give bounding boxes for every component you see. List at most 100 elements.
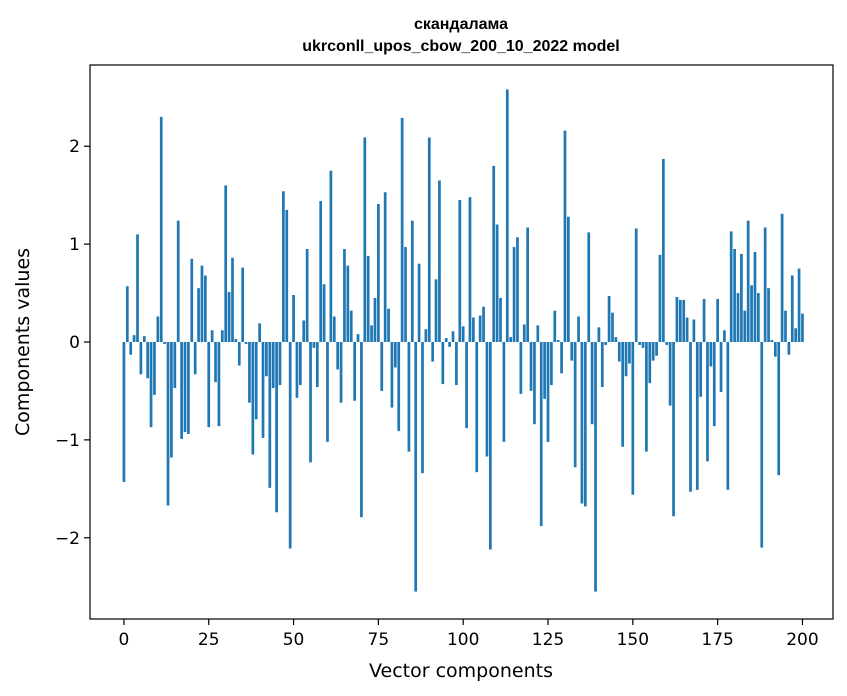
bar-component-118: [522, 324, 526, 342]
bar-component-85: [410, 220, 414, 342]
bar-component-8: [149, 342, 153, 428]
bar-component-48: [285, 209, 289, 342]
bar-component-129: [560, 342, 563, 374]
bar-component-42: [265, 342, 268, 377]
bar-component-53: [302, 320, 306, 342]
y-axis-ticks: −2 −1 0 1 2: [55, 137, 90, 549]
y-tick-label: 1: [69, 235, 80, 255]
bar-component-176: [719, 342, 723, 392]
bar-component-76: [380, 342, 384, 391]
bar-component-75: [377, 203, 380, 342]
x-tick-label: 125: [532, 630, 564, 650]
bar-component-55: [309, 342, 312, 463]
bar-component-61: [329, 170, 333, 342]
bar-component-69: [356, 334, 360, 342]
bar-component-29: [220, 330, 224, 342]
bar-component-95: [444, 338, 448, 342]
bar-component-4: [136, 234, 139, 342]
bar-component-80: [393, 342, 397, 368]
bar-component-122: [536, 325, 540, 342]
bar-component-147: [621, 342, 625, 447]
bar-component-30: [224, 185, 228, 342]
y-tick-label: 0: [69, 333, 80, 353]
bar-component-12: [163, 342, 166, 344]
bar-component-44: [271, 342, 275, 388]
bar-component-102: [468, 197, 472, 342]
bar-component-91: [431, 342, 435, 362]
bar-component-125: [546, 342, 550, 442]
bar-component-182: [740, 253, 743, 342]
bar-component-106: [482, 306, 485, 342]
bar-component-134: [577, 316, 580, 342]
bar-component-183: [743, 310, 747, 342]
bar-component-62: [332, 316, 336, 342]
bar-component-119: [526, 227, 530, 342]
bar-component-141: [600, 342, 604, 388]
y-tick-label: −1: [55, 431, 80, 451]
x-axis-ticks: 0 25 50 75 100 125 150 175 200: [119, 619, 819, 650]
bar-component-27: [214, 342, 217, 383]
bar-component-184: [746, 220, 750, 342]
bar-component-63: [336, 342, 340, 370]
bar-component-19: [187, 342, 190, 435]
bar-component-3: [132, 335, 136, 342]
bar-component-154: [645, 342, 648, 452]
chart-subtitle: ukrconll_upos_cbow_200_10_2022 model: [302, 38, 619, 55]
bar-component-155: [648, 342, 652, 384]
bar-component-149: [628, 342, 631, 364]
chart-title: скандалама: [414, 16, 508, 33]
bar-component-65: [343, 249, 346, 342]
x-tick-label: 175: [701, 630, 733, 650]
bar-component-192: [773, 342, 777, 357]
bar-component-22: [197, 288, 200, 342]
bar-component-124: [543, 342, 546, 399]
bar-component-152: [638, 342, 641, 345]
bar-component-14: [170, 342, 173, 458]
bar-component-96: [448, 342, 451, 347]
bar-component-38: [251, 342, 255, 455]
bar-component-6: [142, 336, 146, 342]
x-tick-label: 50: [283, 630, 305, 650]
bar-component-172: [706, 342, 709, 462]
bar-component-117: [519, 342, 523, 394]
bar-component-185: [750, 285, 753, 342]
bar-component-24: [203, 275, 207, 342]
bar-component-199: [797, 268, 801, 342]
bar-component-120: [529, 342, 533, 391]
bar-component-34: [237, 342, 241, 366]
bar-component-54: [305, 249, 309, 342]
bar-component-164: [678, 299, 682, 342]
bar-component-161: [668, 342, 672, 406]
bar-component-26: [210, 330, 214, 342]
bar-component-35: [241, 267, 245, 342]
bar-component-144: [611, 312, 614, 342]
bar-component-68: [353, 342, 356, 401]
bar-component-11: [159, 116, 163, 342]
bar-component-174: [712, 342, 716, 427]
bar-component-17: [180, 342, 183, 439]
bar-component-197: [790, 275, 794, 342]
bar-component-148: [624, 342, 628, 377]
bar-component-57: [315, 342, 319, 388]
bar-component-114: [509, 337, 513, 342]
bar-component-99: [458, 200, 462, 342]
y-axis-label: Components values: [12, 248, 34, 436]
bar-component-36: [244, 342, 248, 344]
bar-component-178: [726, 342, 730, 490]
bar-component-110: [495, 224, 499, 342]
bar-component-181: [736, 293, 740, 342]
bar-component-15: [173, 342, 177, 388]
bar-component-92: [434, 279, 438, 342]
bar-component-33: [234, 339, 238, 342]
bar-component-66: [346, 265, 350, 342]
bar-component-90: [427, 137, 431, 342]
bar-component-107: [485, 342, 489, 457]
bar-component-159: [662, 158, 665, 342]
bar-component-194: [780, 213, 784, 342]
bar-component-163: [675, 296, 679, 342]
bar-component-32: [231, 257, 234, 342]
bar-component-169: [695, 342, 699, 490]
bar-component-143: [607, 296, 611, 342]
bar-component-73: [370, 325, 373, 342]
